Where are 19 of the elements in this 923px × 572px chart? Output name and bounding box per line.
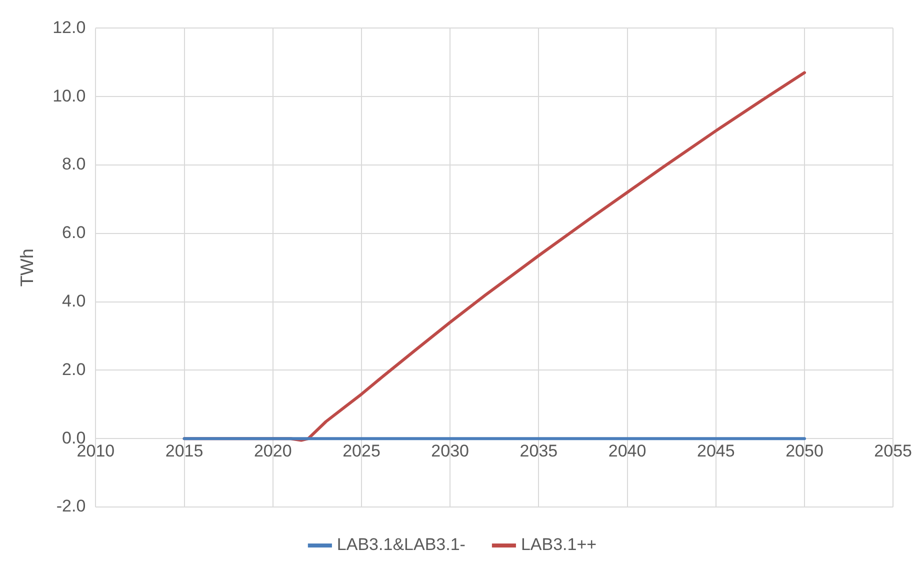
y-tick-label: 6.0 [62,223,86,242]
legend-label: LAB3.1++ [520,535,597,554]
y-tick-label: -2.0 [56,496,86,516]
x-tick-label: 2055 [874,441,912,460]
x-tick-label: 2015 [165,441,204,460]
x-tick-label: 2030 [431,441,470,460]
y-tick-label: 8.0 [62,154,86,174]
x-tick-label: 2050 [786,441,824,460]
y-axis-title: TWh [16,248,37,287]
x-tick-label: 2020 [254,441,292,460]
x-tick-label: 2035 [520,441,558,460]
y-tick-label: 2.0 [62,360,86,379]
y-tick-label: 12.0 [52,18,86,37]
x-tick-label: 2045 [696,441,735,460]
y-tick-label: 4.0 [62,291,86,310]
x-tick-label: 2025 [342,441,380,460]
legend-label: LAB3.1&LAB3.1- [336,535,466,554]
y-tick-label: 10.0 [52,86,86,106]
x-tick-label: 2040 [608,441,646,460]
